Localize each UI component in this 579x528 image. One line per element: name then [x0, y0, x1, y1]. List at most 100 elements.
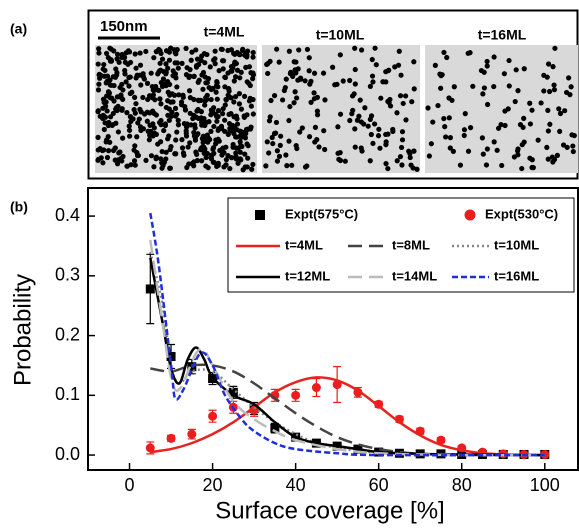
- island: [203, 163, 209, 169]
- island: [237, 149, 243, 155]
- island: [225, 153, 231, 159]
- island: [238, 134, 244, 140]
- island: [547, 121, 553, 127]
- island: [567, 92, 573, 98]
- island: [521, 115, 527, 121]
- island: [145, 128, 151, 134]
- island: [237, 139, 243, 145]
- island: [529, 157, 535, 163]
- marker: [166, 433, 176, 443]
- island: [101, 147, 107, 153]
- island: [566, 75, 572, 81]
- legend-label: t=8ML: [392, 237, 430, 252]
- island: [172, 71, 179, 77]
- island: [110, 110, 116, 117]
- micrographs: [95, 45, 578, 173]
- marker: [145, 443, 155, 453]
- island: [505, 106, 511, 112]
- marker: [208, 411, 218, 421]
- island: [248, 103, 254, 109]
- island: [398, 144, 405, 151]
- island: [158, 117, 164, 124]
- island: [519, 165, 525, 172]
- legend-box: [227, 197, 575, 293]
- island: [370, 79, 376, 85]
- island: [570, 143, 576, 149]
- island: [114, 51, 121, 57]
- island: [529, 107, 535, 113]
- island: [236, 51, 242, 58]
- island: [127, 133, 133, 139]
- island: [199, 158, 205, 164]
- island: [136, 116, 142, 122]
- island: [501, 71, 507, 77]
- island: [113, 106, 119, 112]
- island: [236, 91, 242, 97]
- island: [292, 89, 298, 95]
- island: [180, 94, 186, 100]
- island: [158, 50, 164, 57]
- island: [397, 154, 404, 160]
- island: [484, 101, 491, 108]
- image-label: t=10ML: [316, 27, 365, 43]
- island: [137, 106, 143, 112]
- island: [198, 119, 205, 125]
- island: [302, 78, 308, 84]
- island: [132, 162, 138, 168]
- island: [356, 113, 362, 119]
- island: [163, 71, 169, 77]
- island: [378, 95, 384, 101]
- island: [358, 145, 364, 151]
- island: [435, 102, 441, 109]
- island: [273, 119, 280, 126]
- island: [210, 145, 217, 151]
- island: [234, 67, 241, 73]
- island: [545, 128, 551, 134]
- island: [98, 155, 104, 161]
- island: [201, 137, 208, 143]
- island: [222, 117, 228, 123]
- island: [95, 109, 101, 115]
- island: [568, 84, 574, 90]
- island: [174, 84, 180, 90]
- island: [538, 100, 544, 106]
- island: [432, 62, 438, 68]
- legend-marker: [255, 210, 265, 220]
- island: [296, 47, 302, 53]
- island: [399, 129, 406, 135]
- island: [399, 137, 406, 143]
- island: [172, 105, 179, 111]
- island: [352, 144, 358, 150]
- island: [447, 145, 453, 151]
- island: [352, 45, 358, 51]
- island: [457, 162, 464, 168]
- island: [167, 146, 173, 153]
- island: [213, 89, 219, 95]
- island: [244, 141, 250, 147]
- island: [208, 96, 214, 103]
- micrograph: [425, 45, 578, 173]
- island: [122, 67, 128, 74]
- island: [295, 66, 301, 72]
- island: [124, 110, 130, 116]
- island: [506, 83, 512, 89]
- island: [247, 82, 253, 89]
- island: [105, 89, 112, 95]
- island: [467, 125, 474, 131]
- island: [175, 65, 181, 71]
- island: [189, 49, 195, 55]
- island: [178, 102, 185, 108]
- island: [159, 160, 165, 166]
- island: [159, 165, 165, 171]
- island: [409, 99, 415, 105]
- island: [216, 126, 222, 132]
- island: [157, 96, 163, 102]
- island: [294, 95, 300, 101]
- island: [104, 93, 110, 99]
- island: [194, 56, 201, 62]
- island: [193, 47, 199, 53]
- island: [373, 62, 379, 68]
- island: [150, 92, 156, 98]
- image-label: t=4ML: [204, 24, 245, 40]
